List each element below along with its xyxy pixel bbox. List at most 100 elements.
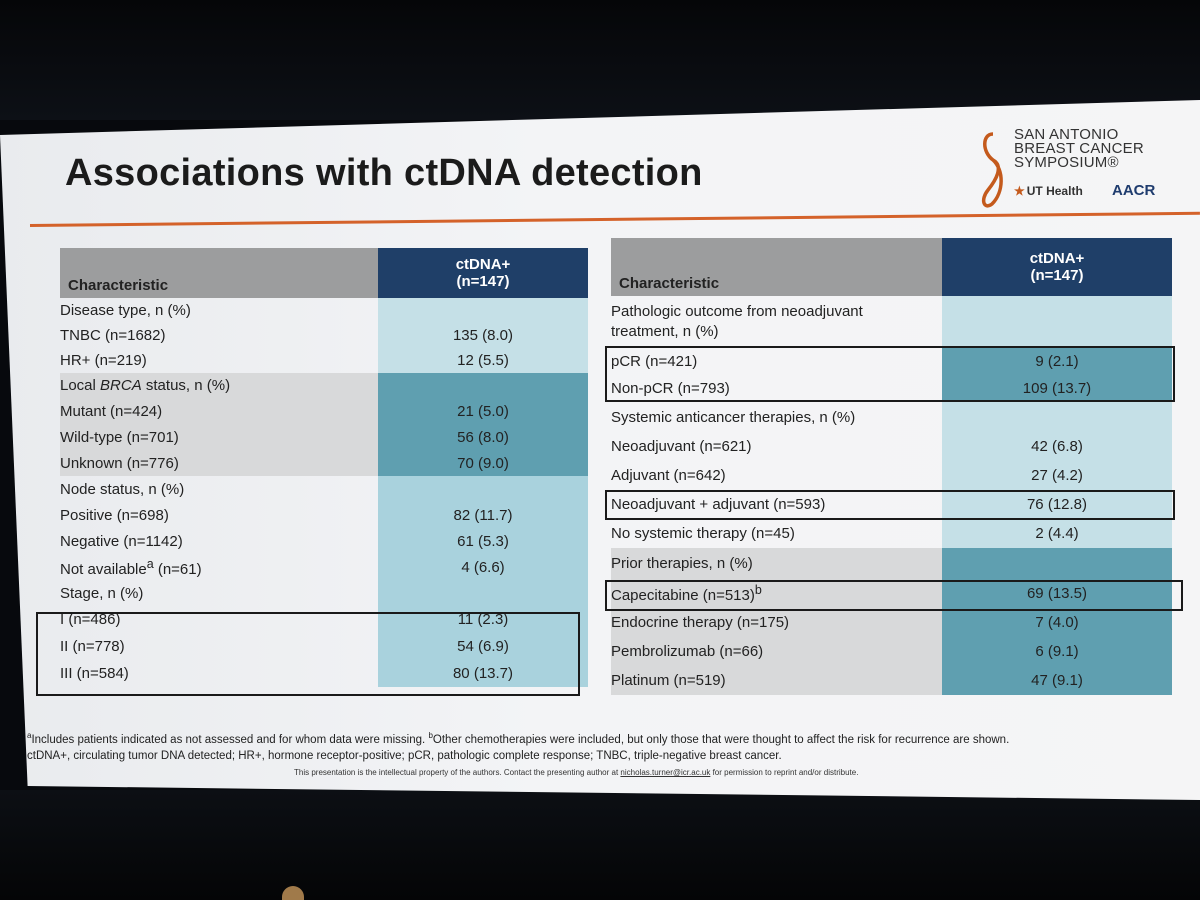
table-row: Positive (n=698) 82 (11.7) xyxy=(60,502,588,528)
row-label: Positive (n=698) xyxy=(60,506,169,524)
row-value: 11 (2.3) xyxy=(378,606,588,633)
row-label: Adjuvant (n=642) xyxy=(611,467,726,484)
property-notice: This presentation is the intellectual pr… xyxy=(294,768,859,777)
dark-room-top xyxy=(0,0,1200,120)
table-row: Capecitabine (n=513)b 69 (13.5) xyxy=(611,578,1172,608)
row-label: No systemic therapy (n=45) xyxy=(611,525,795,542)
pcr-highlight-box xyxy=(605,346,1175,402)
table-row: Non-pCR (n=793) 109 (13.7) xyxy=(611,375,1172,402)
row-label: TNBC (n=1682) xyxy=(60,327,166,344)
row-label: Mutant (n=424) xyxy=(60,398,378,424)
table-row: Wild-type (n=701) 56 (8.0) xyxy=(60,424,588,450)
row-value: 27 (4.2) xyxy=(942,461,1172,490)
row-value: 56 (8.0) xyxy=(378,424,588,450)
row-value: 6 (9.1) xyxy=(942,637,1172,666)
row-value: 76 (12.8) xyxy=(942,490,1172,519)
table-row: Platinum (n=519) 47 (9.1) xyxy=(611,666,1172,695)
row-label: Endocrine therapy (n=175) xyxy=(611,608,942,637)
table-row: Mutant (n=424) 21 (5.0) xyxy=(60,398,588,424)
row-label: Capecitabine (n=513)b xyxy=(611,578,942,608)
table-row: Not availablea (n=61) 4 (6.6) xyxy=(60,554,588,580)
row-value: 47 (9.1) xyxy=(942,666,1172,695)
header-ctdna: ctDNA+ (n=147) xyxy=(378,248,588,298)
row-value: 80 (13.7) xyxy=(378,660,588,687)
header-ctdna: ctDNA+ (n=147) xyxy=(942,238,1172,296)
row-value: 2 (4.4) xyxy=(942,519,1172,548)
row-value xyxy=(942,548,1172,578)
right-table: Characteristic ctDNA+ (n=147) Pathologic … xyxy=(611,238,1172,695)
row-label: Disease type, n (%) xyxy=(60,302,191,319)
row-value xyxy=(942,402,1172,432)
row-value: 4 (6.6) xyxy=(378,554,588,580)
table-row: No systemic therapy (n=45) 2 (4.4) xyxy=(611,519,1172,548)
row-value xyxy=(942,296,1172,348)
author-email: nicholas.turner@icr.ac.uk xyxy=(620,768,711,777)
row-label: Negative (n=1142) xyxy=(60,532,183,550)
row-value xyxy=(378,580,588,606)
row-label: Local BRCA status, n (%) xyxy=(60,373,378,398)
table-row: Node status, n (%) xyxy=(60,476,588,502)
row-value xyxy=(378,476,588,502)
row-value xyxy=(378,298,588,323)
table-row: Pembrolizumab (n=66) 6 (9.1) xyxy=(611,637,1172,666)
table-row: Prior therapies, n (%) xyxy=(611,548,1172,578)
ut-health-logo: ★ UT Health xyxy=(1014,184,1083,198)
row-value: 9 (2.1) xyxy=(942,348,1172,375)
row-label: Node status, n (%) xyxy=(60,480,185,498)
logo-line-1: SAN ANTONIO xyxy=(1014,126,1119,143)
logo-line-3: SYMPOSIUM® xyxy=(1014,154,1119,171)
row-label: Platinum (n=519) xyxy=(611,666,942,695)
row-value: 21 (5.0) xyxy=(378,398,588,424)
table-row: Unknown (n=776) 70 (9.0) xyxy=(60,450,588,476)
footnotes: aIncludes patients indicated as not asse… xyxy=(27,728,1057,764)
row-label: Stage, n (%) xyxy=(60,584,144,602)
breast-cancer-ribbon-icon xyxy=(981,132,1003,208)
row-value: 82 (11.7) xyxy=(378,502,588,528)
table-row: Neoadjuvant (n=621) 42 (6.8) xyxy=(611,432,1172,461)
table-row: Negative (n=1142) 61 (5.3) xyxy=(60,528,588,554)
row-value: 7 (4.0) xyxy=(942,608,1172,637)
row-label: Pathologic outcome from neoadjuvant treat… xyxy=(611,303,863,340)
capecitabine-highlight-box xyxy=(605,580,1183,611)
table-row: TNBC (n=1682) 135 (8.0) xyxy=(60,323,588,348)
ut-star-icon: ★ xyxy=(1014,184,1025,198)
logo-line-2: BREAST CANCER xyxy=(1014,140,1144,157)
audience-head xyxy=(282,886,304,900)
row-value: 54 (6.9) xyxy=(378,633,588,660)
table-row: Systemic anticancer therapies, n (%) xyxy=(611,402,1172,432)
row-value: 70 (9.0) xyxy=(378,450,588,476)
table-row: Local BRCA status, n (%) xyxy=(60,373,588,398)
row-label: Wild-type (n=701) xyxy=(60,424,378,450)
row-label: Not availablea (n=61) xyxy=(60,556,202,578)
table-row: pCR (n=421) 9 (2.1) xyxy=(611,348,1172,375)
row-label: III (n=584) xyxy=(60,665,129,682)
row-value: 12 (5.5) xyxy=(378,348,588,373)
row-value: 42 (6.8) xyxy=(942,432,1172,461)
row-label: Neoadjuvant (n=621) xyxy=(611,438,752,455)
aacr-logo: AACR xyxy=(1112,182,1156,199)
table-row: HR+ (n=219) 12 (5.5) xyxy=(60,348,588,373)
row-label: Pembrolizumab (n=66) xyxy=(611,637,942,666)
slide-title: Associations with ctDNA detection xyxy=(65,152,703,194)
row-label: Unknown (n=776) xyxy=(60,450,378,476)
table-row: III (n=584) 80 (13.7) xyxy=(60,660,588,687)
table-row: I (n=486) 11 (2.3) xyxy=(60,606,588,633)
header-characteristic: Characteristic xyxy=(611,238,942,296)
neoadjuvant-adjuvant-highlight-box xyxy=(605,490,1175,520)
row-label: HR+ (n=219) xyxy=(60,352,147,369)
table-row: II (n=778) 54 (6.9) xyxy=(60,633,588,660)
stage-highlight-box xyxy=(36,612,580,696)
table-row: Stage, n (%) xyxy=(60,580,588,606)
table-row: Neoadjuvant + adjuvant (n=593) 76 (12.8) xyxy=(611,490,1172,519)
row-value: 69 (13.5) xyxy=(942,578,1172,608)
row-value: 61 (5.3) xyxy=(378,528,588,554)
row-label: Neoadjuvant + adjuvant (n=593) xyxy=(611,496,826,513)
sabcs-logo: SAN ANTONIO BREAST CANCER SYMPOSIUM® ★ UT… xyxy=(978,124,1178,216)
table-row: Disease type, n (%) xyxy=(60,298,588,323)
row-label: I (n=486) xyxy=(60,611,121,628)
footnote-line-2: ctDNA+, circulating tumor DNA detected; … xyxy=(27,749,782,762)
row-label: Systemic anticancer therapies, n (%) xyxy=(611,408,856,426)
row-label: II (n=778) xyxy=(60,638,125,655)
left-table: Characteristic ctDNA+ (n=147) Disease typ… xyxy=(60,248,588,687)
table-row: Pathologic outcome from neoadjuvant treat… xyxy=(611,296,1172,348)
